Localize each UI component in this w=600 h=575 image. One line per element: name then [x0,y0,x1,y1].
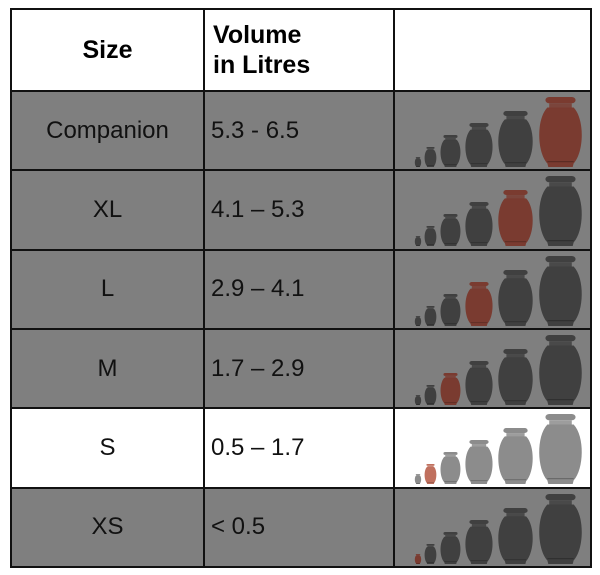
urn-icon [440,452,461,485]
table-row: XS < 0.5 [10,486,592,569]
urn-icon [498,111,533,167]
urn-icon [440,135,461,167]
urn-icon [424,464,437,485]
urn-set-picture [414,176,582,247]
header-volume-line2: in Litres [213,51,311,79]
urn-icon [465,123,493,167]
urn-icon [465,440,493,485]
urn-icon [465,360,493,405]
size-cell: Companion [10,89,205,172]
urn-icon [498,428,533,485]
urn-icon [424,147,437,167]
urn-icon [424,384,437,405]
table-row: L 2.9 – 4.1 [10,248,592,330]
size-cell: XL [10,169,205,251]
urn-picture-cell [393,327,592,410]
urn-picture-cell [393,89,592,172]
size-cell: S [10,407,205,489]
volume-cell: 1.7 – 2.9 [203,327,395,410]
urn-icon [440,293,461,326]
urn-icon [465,281,493,326]
urn-icon [414,157,422,167]
volume-cell: 4.1 – 5.3 [203,169,395,251]
size-cell: M [10,327,205,410]
urn-icon [440,531,461,564]
header-picture [393,8,592,92]
urn-icon [414,553,422,564]
header-volume: Volume in Litres [203,8,395,92]
urn-icon [440,214,461,247]
urn-icon [414,394,422,405]
urn-set-picture [414,414,582,485]
volume-cell: < 0.5 [203,486,395,569]
urn-picture-cell [393,169,592,251]
urn-icon [440,372,461,405]
size-cell: XS [10,486,205,569]
urn-picture-cell [393,248,592,330]
urn-icon [414,315,422,326]
urn-set-picture [414,255,582,326]
urn-icon [424,543,437,564]
urn-icon [539,414,582,485]
urn-picture-cell [393,407,592,489]
urn-icon [539,97,582,167]
table-row: M 1.7 – 2.9 [10,327,592,410]
urn-set-picture [414,97,582,167]
urn-size-table: Size Volume in Litres Companion 5.3 - 6.5… [10,8,592,569]
volume-cell: 2.9 – 4.1 [203,248,395,330]
table-row: XL 4.1 – 5.3 [10,169,592,251]
urn-picture-cell [393,486,592,569]
urn-icon [498,269,533,326]
urn-icon [539,176,582,247]
urn-icon [424,226,437,247]
urn-icon [539,334,582,405]
urn-set-picture [414,493,582,564]
volume-cell: 5.3 - 6.5 [203,89,395,172]
volume-cell: 0.5 – 1.7 [203,407,395,489]
table-row: Companion 5.3 - 6.5 [10,89,592,172]
urn-icon [414,236,422,247]
urn-icon [498,348,533,405]
urn-icon [414,474,422,485]
urn-icon [498,190,533,247]
urn-icon [539,493,582,564]
header-row: Size Volume in Litres [10,8,592,92]
urn-icon [498,507,533,564]
urn-icon [465,519,493,564]
size-cell: L [10,248,205,330]
header-size: Size [10,8,205,92]
urn-icon [424,305,437,326]
urn-icon [465,202,493,247]
urn-set-picture [414,334,582,405]
header-volume-line1: Volume [213,21,302,49]
urn-icon [539,255,582,326]
table-row: S 0.5 – 1.7 [10,407,592,489]
